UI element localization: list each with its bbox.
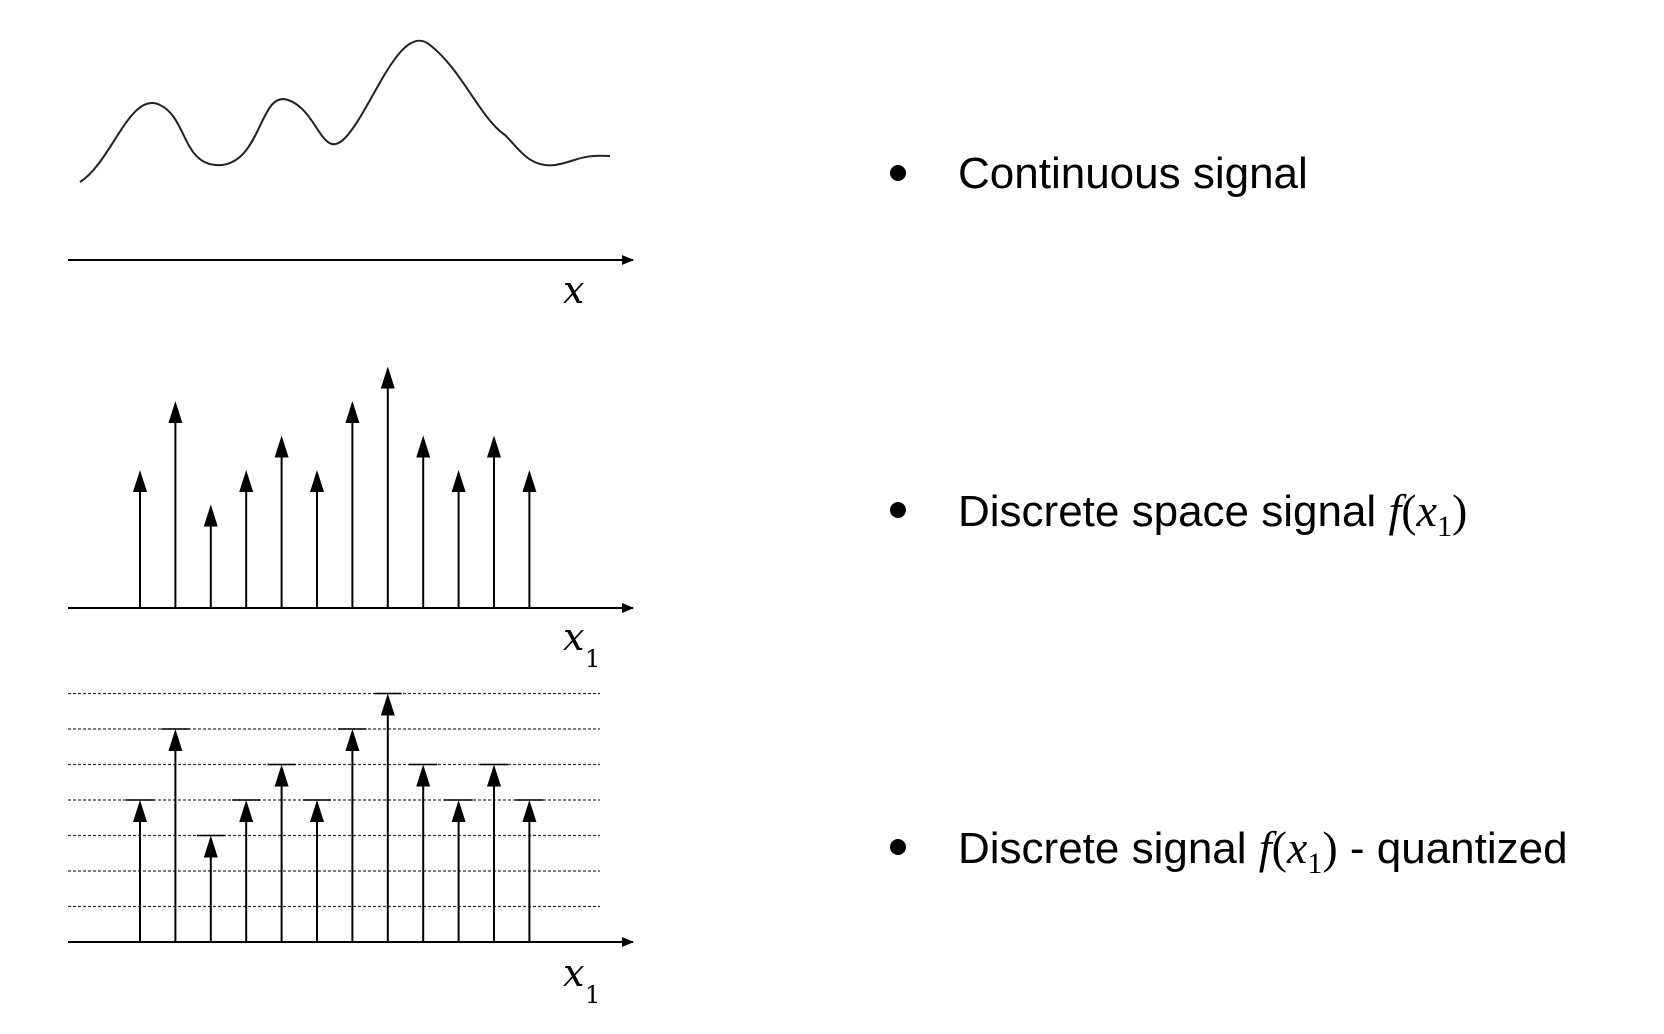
function-name: f (1388, 485, 1402, 536)
sample-arrowhead (168, 401, 183, 423)
sample-arrowhead (239, 470, 254, 492)
discrete-space-signal-panel: x 1 (68, 366, 634, 673)
sample-arrowhead (133, 470, 147, 492)
quantized-x-axis-subscript: 1 (585, 981, 600, 1009)
sample-arrowhead (203, 504, 218, 527)
sample-arrowhead (522, 800, 537, 822)
sample-arrowhead (310, 800, 324, 822)
sample-arrowhead (451, 800, 466, 822)
function-variable: x (1416, 485, 1437, 536)
sample-arrowhead (487, 764, 501, 787)
sample-arrowhead (274, 764, 289, 787)
sample-arrowhead (345, 729, 360, 751)
sample-arrowhead (451, 470, 466, 492)
bullet-dot (890, 502, 906, 518)
signal-diagram: x x 1 x 1 (68, 39, 634, 1009)
bullet-dot (890, 165, 906, 181)
discrete-space-samples (133, 366, 537, 608)
bullet-text-before: Discrete space signal (958, 487, 1377, 536)
open-paren: ( (1401, 485, 1417, 536)
quantized-x-axis-label: x (563, 951, 584, 995)
bullet-text-before: Discrete signal (958, 824, 1247, 873)
sample-arrowhead (274, 435, 289, 458)
bullet-dot (890, 839, 906, 855)
quantization-level-lines (68, 692, 600, 908)
continuous-signal-curve (79, 39, 611, 183)
variable-subscript: 1 (1307, 847, 1323, 880)
variable-subscript: 1 (1436, 510, 1452, 543)
sample-arrowhead (345, 401, 360, 423)
sample-arrowhead (310, 470, 324, 492)
sample-arrowhead (239, 800, 254, 822)
bullet-text: Discrete space signal f(x1) (958, 483, 1468, 542)
sample-arrowhead (203, 835, 218, 858)
function-name: f (1258, 822, 1272, 873)
sample-arrowhead (380, 366, 395, 389)
discrete-space-x-axis-subscript: 1 (585, 645, 600, 673)
sample-arrowhead (133, 800, 147, 822)
sample-arrowhead (522, 470, 537, 492)
sample-arrowhead (168, 729, 183, 751)
sample-arrowhead (416, 435, 431, 458)
sample-arrowhead (380, 693, 395, 716)
bullet-text: Continuous signal (958, 149, 1308, 198)
bullet-text: Discrete signal f(x1) - quantized (958, 820, 1568, 879)
function-variable: x (1286, 822, 1308, 873)
continuous-signal-panel: x (68, 39, 634, 312)
quantized-signal-panel: x 1 (68, 692, 634, 1009)
discrete-space-x-axis-label: x (563, 615, 584, 659)
open-paren: ( (1271, 822, 1287, 873)
quantized-samples (133, 693, 537, 942)
sample-arrowhead (487, 435, 501, 458)
function-notation: f(x1) (1258, 822, 1338, 879)
close-paren: ) (1451, 485, 1468, 536)
continuous-x-axis-label: x (563, 268, 584, 312)
sample-arrowhead (416, 764, 431, 787)
bullet-text-after: - quantized (1337, 824, 1568, 873)
function-notation: f(x1) (1388, 485, 1468, 542)
close-paren: ) (1322, 822, 1338, 873)
